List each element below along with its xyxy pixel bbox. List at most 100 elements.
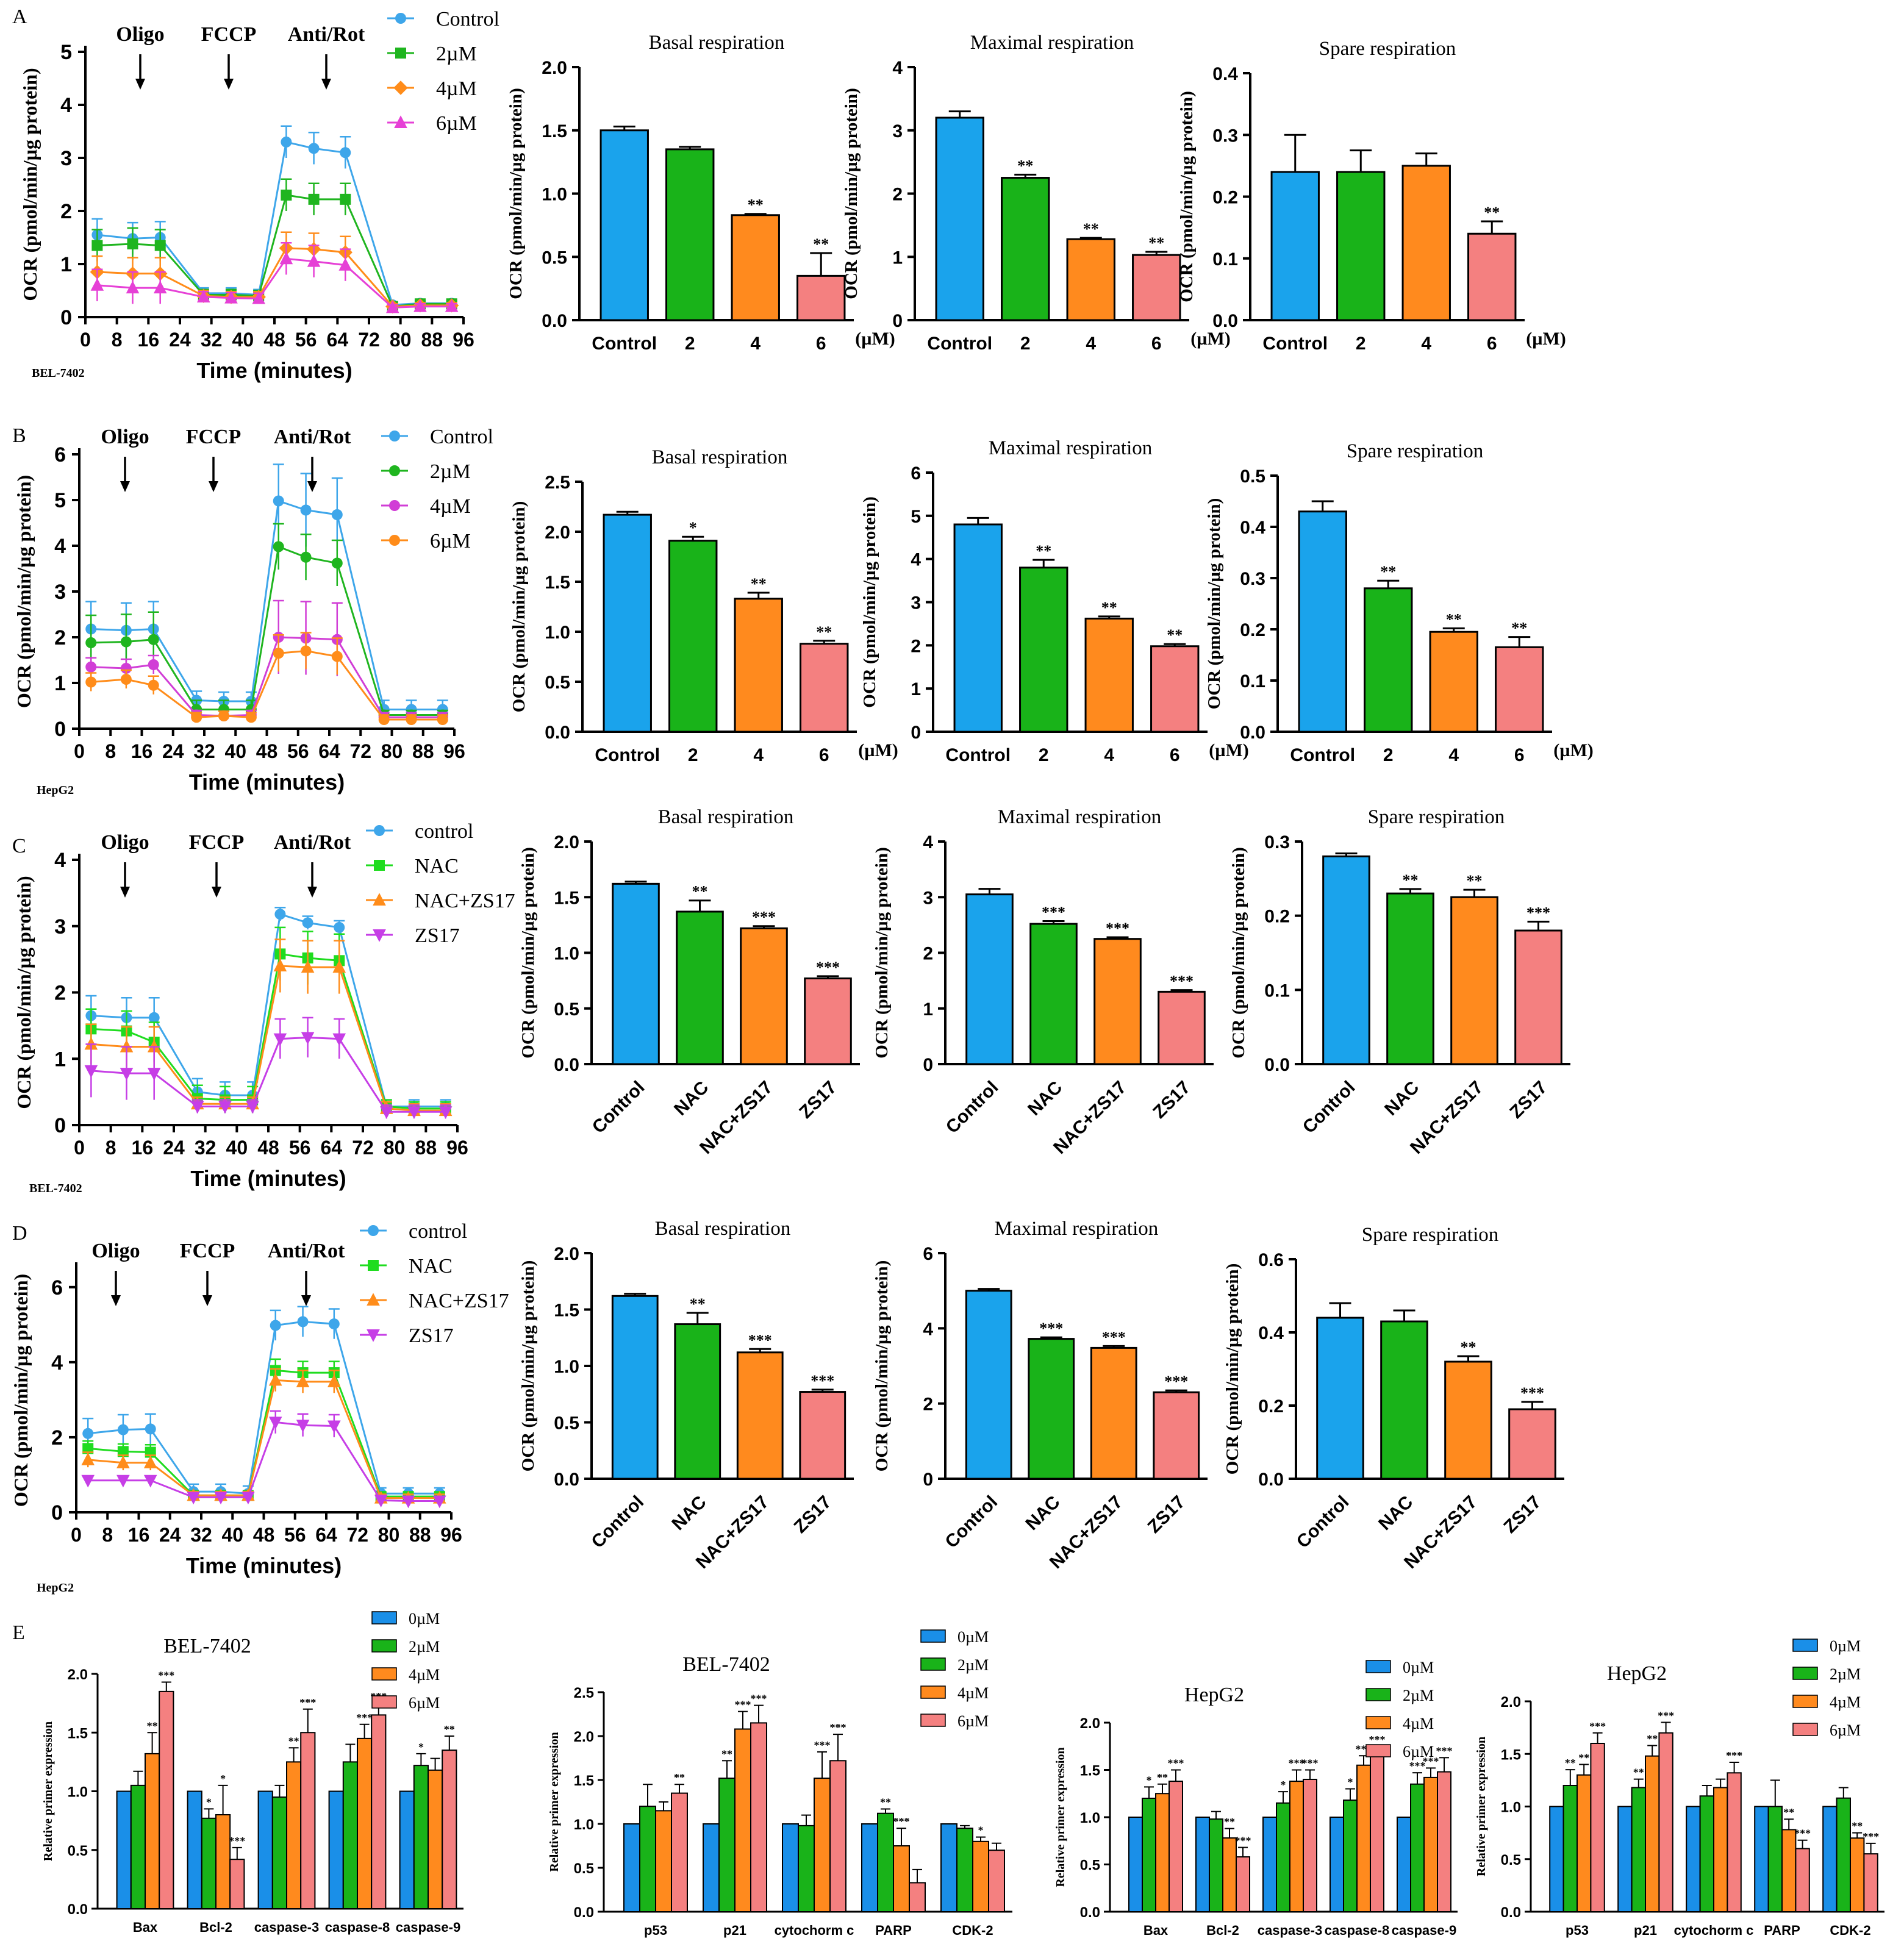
significance-label: * [206, 1796, 212, 1808]
y-tick-label: 1 [54, 672, 66, 695]
data-point [379, 1106, 393, 1119]
series-line [88, 1421, 440, 1503]
significance-label: *** [1726, 1749, 1742, 1762]
series-line [91, 636, 443, 718]
bar [1713, 1787, 1728, 1912]
y-tick-label: 0.0 [1240, 723, 1265, 743]
legend-marker [373, 929, 386, 942]
significance-label: * [1147, 1774, 1152, 1786]
x-tick-label: CDK-2 [1830, 1923, 1870, 1938]
bar [800, 643, 849, 733]
series-line [91, 545, 443, 716]
significance-label: *** [811, 1372, 834, 1390]
panel-label-D: D [12, 1222, 27, 1245]
bar [612, 882, 660, 1065]
y-axis-title: OCR (pmol/min/µg protein) [872, 847, 892, 1058]
legend-marker [368, 1225, 379, 1236]
data-point [81, 1453, 95, 1465]
x-tick-label: 6 [1514, 745, 1525, 765]
chart-title: Basal respiration [652, 446, 788, 468]
bar [782, 1823, 799, 1912]
bar [371, 1714, 387, 1909]
y-tick-label: 2.5 [574, 1685, 594, 1701]
x-tick-label: 8 [106, 1137, 116, 1159]
y-tick-label: 0.0 [545, 723, 570, 743]
legend-label: 4µM [957, 1684, 989, 1702]
x-unit-label: (µM) [1526, 329, 1566, 349]
injection-label: FCCP [186, 426, 242, 448]
injection-arrow-head [301, 1295, 311, 1306]
chart-title: Maximal respiration [998, 806, 1162, 828]
significance-label: *** [356, 1712, 373, 1724]
y-tick-label: 0.5 [1240, 466, 1265, 487]
injection-arrow-head [321, 79, 331, 90]
x-tick-label: 48 [257, 1137, 279, 1159]
x-tick-label: caspase-8 [1325, 1923, 1389, 1938]
y-tick-label: 1 [911, 679, 921, 699]
data-point [338, 258, 353, 271]
y-axis-title: OCR (pmol/min/µg protein) [842, 88, 861, 299]
x-tick-label: 16 [138, 329, 160, 351]
data-point [340, 147, 351, 159]
legend-marker [389, 535, 400, 546]
bar [750, 1722, 767, 1912]
bar-chart-A-maximal: 0 1 2 3 4 Maximal respiration OCR (pmol/min/µg… [842, 32, 1231, 354]
y-tick-label: 0 [51, 1501, 63, 1524]
y-tick-label: 0.0 [554, 1470, 579, 1490]
y-tick-label: 1.0 [1501, 1800, 1521, 1816]
injection-arrow-head [120, 481, 130, 492]
data-point [301, 960, 315, 973]
series-line [97, 141, 452, 306]
significance-label: ** [1380, 563, 1396, 581]
bar [286, 1761, 302, 1909]
y-axis-title: OCR (pmol/min/µg protein) [509, 501, 529, 712]
bar [611, 1295, 659, 1480]
y-tick-label: 2.5 [545, 473, 570, 493]
x-tick-label: caspase-8 [325, 1920, 390, 1935]
x-tick-label: 4 [1086, 334, 1096, 354]
bar [1754, 1806, 1769, 1912]
chart-title: HepG2 [1607, 1662, 1667, 1685]
x-tick-label: 72 [349, 740, 371, 762]
x-tick-label: 80 [378, 1524, 400, 1546]
data-point [300, 504, 312, 516]
x-tick-label: p21 [723, 1923, 746, 1938]
significance-label: *** [1106, 920, 1129, 937]
legend-label: NAC+ZS17 [409, 1290, 509, 1312]
x-tick-label: p21 [1634, 1923, 1657, 1938]
x-tick-label: NAC [1024, 1078, 1066, 1120]
injection-arrow-head [120, 887, 130, 898]
x-tick-label: 64 [315, 1524, 337, 1546]
cell-line-label: BEL-7402 [29, 1182, 82, 1195]
legend-marker [373, 893, 386, 906]
y-tick-label: 4 [60, 94, 72, 117]
series-ZS17 [84, 1017, 453, 1119]
significance-label: ** [1101, 599, 1117, 617]
data-point [438, 1106, 453, 1119]
y-tick-label: 0 [923, 1055, 933, 1075]
y-tick-label: 4 [54, 535, 66, 558]
x-unit-label: (µM) [1553, 740, 1594, 760]
x-tick-label: caspase-3 [254, 1920, 319, 1935]
x-tick-label: PARP [1764, 1923, 1800, 1938]
bar-chart-B-basal: 0.0 0.5 1.0 1.5 2.0 2.5 Basal respiration OCR (… [509, 446, 898, 765]
bar [1343, 1800, 1358, 1913]
legend-label: 6µM [436, 112, 477, 135]
bar [1364, 587, 1413, 733]
y-axis-title: OCR (pmol/min/µg protein) [860, 496, 879, 707]
x-tick-label: 56 [287, 740, 309, 762]
x-tick-label: Control [587, 1492, 648, 1553]
x-unit-label: (µM) [1190, 329, 1231, 349]
cell-line-label: HepG2 [37, 1581, 74, 1595]
significance-label: *** [1170, 973, 1194, 990]
legend-swatch [1365, 1688, 1391, 1701]
bar [655, 1810, 672, 1912]
data-point [385, 300, 399, 313]
significance-label: *** [1102, 1328, 1126, 1346]
data-point [147, 1039, 161, 1053]
data-point [85, 661, 97, 673]
series-ZS17 [81, 1410, 446, 1509]
significance-label: ** [1783, 1806, 1794, 1818]
y-tick-label: 1.0 [68, 1784, 88, 1801]
legend-marker [374, 825, 385, 836]
